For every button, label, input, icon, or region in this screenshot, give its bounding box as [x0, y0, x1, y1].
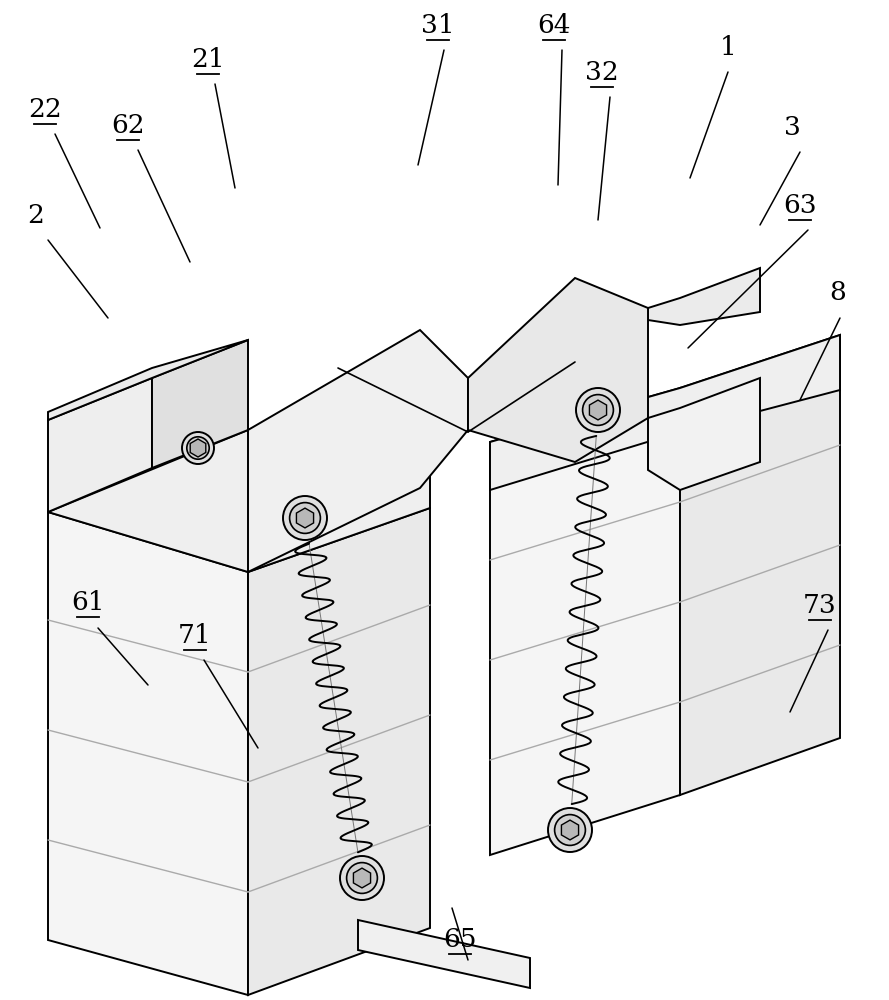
Polygon shape [490, 388, 680, 855]
Text: 71: 71 [178, 623, 212, 648]
Circle shape [555, 815, 585, 845]
Polygon shape [680, 335, 840, 795]
Polygon shape [248, 330, 468, 572]
Polygon shape [48, 340, 248, 420]
Polygon shape [562, 820, 579, 840]
Polygon shape [589, 400, 606, 420]
Text: 73: 73 [803, 593, 837, 618]
Polygon shape [648, 378, 760, 490]
Circle shape [340, 856, 384, 900]
Text: 3: 3 [783, 115, 800, 140]
Circle shape [582, 395, 613, 425]
Polygon shape [358, 920, 530, 988]
Polygon shape [48, 360, 430, 572]
Circle shape [347, 863, 378, 893]
Text: 22: 22 [28, 97, 62, 122]
Text: 1: 1 [719, 35, 736, 60]
Text: 31: 31 [421, 13, 455, 38]
Polygon shape [648, 268, 760, 325]
Circle shape [548, 808, 592, 852]
Circle shape [290, 503, 320, 533]
Text: 61: 61 [71, 590, 105, 615]
Polygon shape [490, 335, 840, 490]
Polygon shape [296, 508, 314, 528]
Polygon shape [190, 439, 205, 457]
Polygon shape [354, 868, 371, 888]
Text: 63: 63 [783, 193, 817, 218]
Circle shape [187, 437, 209, 459]
Text: 65: 65 [444, 927, 477, 952]
Text: 2: 2 [28, 203, 44, 228]
Polygon shape [48, 512, 248, 995]
Text: 21: 21 [191, 47, 225, 72]
Circle shape [283, 496, 327, 540]
Polygon shape [48, 378, 152, 512]
Text: 64: 64 [537, 13, 571, 38]
Polygon shape [152, 340, 248, 468]
Text: 32: 32 [585, 60, 619, 85]
Text: 62: 62 [111, 113, 145, 138]
Text: 8: 8 [829, 280, 846, 305]
Polygon shape [248, 508, 430, 995]
Circle shape [182, 432, 214, 464]
Circle shape [576, 388, 620, 432]
Polygon shape [468, 278, 648, 462]
